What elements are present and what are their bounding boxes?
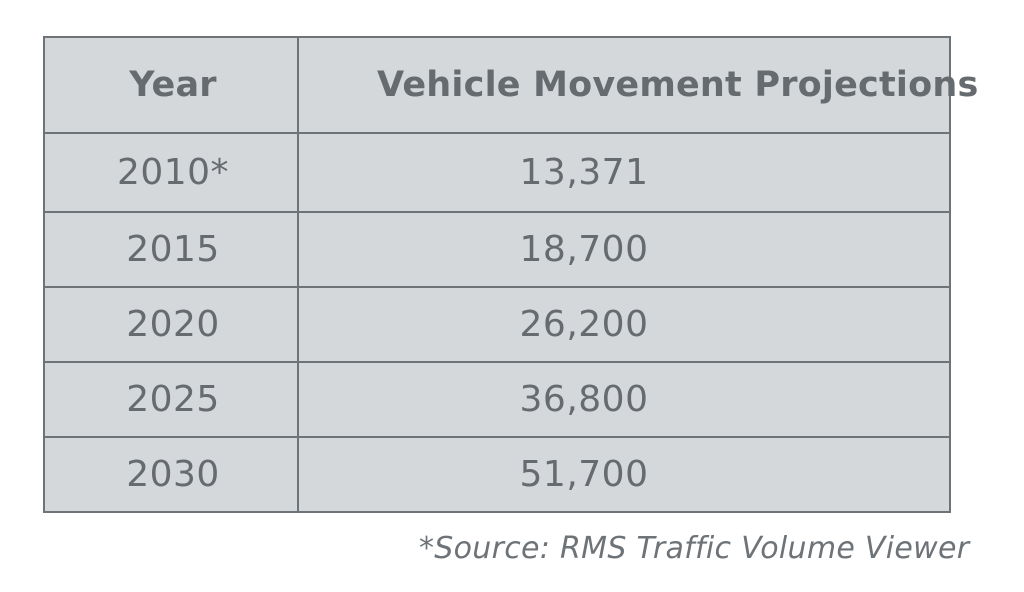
projection-value-cell: 26,200 bbox=[297, 286, 951, 363]
projection-value-cell: 13,371 bbox=[297, 132, 951, 213]
year-column-header: Year bbox=[43, 36, 299, 134]
vehicle-movement-column-header: Vehicle Movement Projections bbox=[297, 36, 978, 134]
projections-table-container: Year Vehicle Movement Projections 2010* … bbox=[43, 36, 978, 513]
year-cell: 2015 bbox=[43, 211, 299, 288]
projection-value-cell: 51,700 bbox=[297, 436, 951, 513]
year-cell: 2010* bbox=[43, 132, 299, 213]
year-cell: 2030 bbox=[43, 436, 299, 513]
table-row: 2020 26,200 bbox=[43, 286, 951, 363]
table-row: 2015 18,700 bbox=[43, 211, 951, 288]
table-header-row: Year Vehicle Movement Projections bbox=[43, 36, 978, 134]
year-cell: 2020 bbox=[43, 286, 299, 363]
source-footnote: *Source: RMS Traffic Volume Viewer bbox=[419, 531, 970, 566]
table-row: 2030 51,700 bbox=[43, 436, 951, 513]
projection-value-cell: 18,700 bbox=[297, 211, 951, 288]
vehicle-projections-table: Year Vehicle Movement Projections 2010* … bbox=[43, 36, 978, 513]
table-row: 2025 36,800 bbox=[43, 361, 951, 438]
year-cell: 2025 bbox=[43, 361, 299, 438]
table-row: 2010* 13,371 bbox=[43, 132, 951, 213]
projection-value-cell: 36,800 bbox=[297, 361, 951, 438]
